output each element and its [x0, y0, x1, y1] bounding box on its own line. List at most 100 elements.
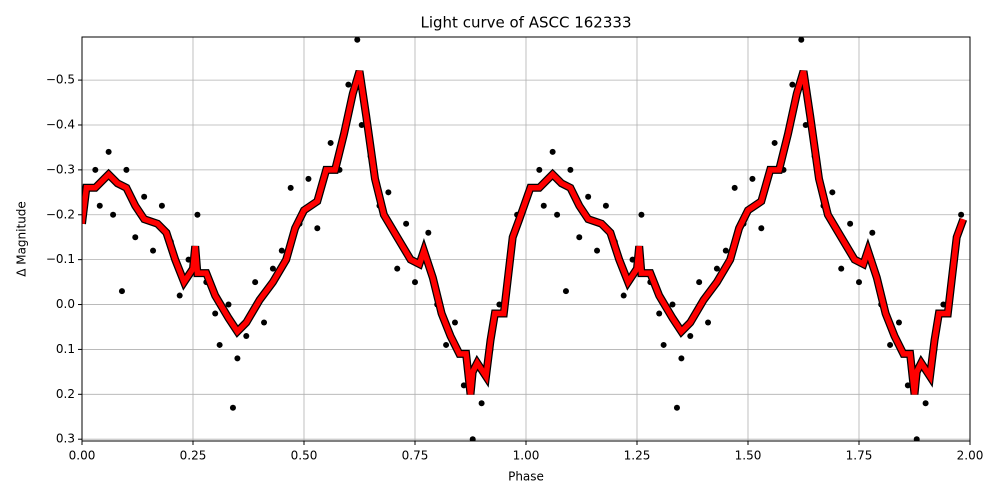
plot-area [82, 37, 968, 441]
scatter-point [758, 225, 765, 232]
scatter-point [749, 175, 756, 182]
scatter-point [345, 81, 352, 88]
y-tick-label: −0.4 [46, 117, 75, 131]
y-tick-label: −0.2 [46, 207, 75, 221]
scatter-point [895, 319, 902, 326]
scatter-point [638, 211, 645, 218]
x-tick-label: 1.50 [735, 449, 762, 463]
y-tick-label: −0.3 [46, 162, 75, 176]
scatter-point [536, 166, 543, 173]
scatter-point [132, 234, 139, 241]
scatter-point [722, 247, 729, 254]
scatter-point [540, 202, 547, 209]
x-tick-label: 1.25 [624, 449, 651, 463]
x-tick-label: 0.00 [69, 449, 96, 463]
y-tick-label: −0.5 [46, 73, 75, 87]
y-axis-label: Δ Magnitude [15, 201, 29, 277]
scatter-point [567, 166, 574, 173]
scatter-point [305, 175, 312, 182]
scatter-point [913, 436, 920, 441]
scatter-point [602, 202, 609, 209]
scatter-point [562, 288, 569, 295]
y-tick-label: 0.3 [56, 432, 75, 446]
scatter-point [194, 211, 201, 218]
scatter-point [696, 279, 703, 286]
scatter-point [287, 184, 294, 191]
scatter-point [856, 279, 862, 286]
scatter-point [594, 247, 601, 254]
scatter-point [660, 341, 667, 348]
scatter-point [838, 265, 845, 272]
scatter-point [687, 332, 694, 339]
scatter-point [278, 247, 285, 254]
scatter-point [425, 229, 432, 236]
scatter-point [158, 202, 165, 209]
scatter-point [451, 319, 458, 326]
scatter-point [798, 37, 805, 43]
scatter-point [243, 332, 250, 339]
scatter-point [229, 404, 236, 411]
scatter-point [869, 229, 876, 236]
scatter-point [887, 341, 894, 348]
scatter-point [96, 202, 103, 209]
x-tick-label: 2.00 [957, 449, 984, 463]
y-tick-label: −0.1 [46, 252, 75, 266]
scatter-point [269, 265, 276, 272]
scatter-point [176, 292, 183, 299]
scatter-point [110, 211, 117, 218]
scatter-point [656, 310, 663, 317]
scatter-point [105, 148, 112, 155]
scatter-point [327, 139, 334, 146]
scatter-point [443, 341, 450, 348]
scatter-point [713, 265, 720, 272]
x-tick-label: 0.75 [402, 449, 429, 463]
x-tick-label: 0.25 [180, 449, 207, 463]
ticks: 0.00 0.25 0.50 0.75 1.00 1.25 1.50 1.75 2.00 −0.5… [46, 73, 984, 463]
scatter-point [576, 234, 583, 241]
scatter-point [150, 247, 157, 254]
chart-title: Light curve of ASCC 162333 [421, 14, 632, 32]
scatter-point [92, 166, 99, 173]
scatter-point [829, 189, 836, 196]
scatter-point [385, 189, 392, 196]
scatter-point [705, 319, 712, 326]
x-tick-label: 1.00 [513, 449, 540, 463]
scatter-point [216, 341, 223, 348]
scatter-point [731, 184, 738, 191]
scatter-point [554, 211, 561, 218]
scatter-point [412, 279, 418, 286]
scatter-point [314, 225, 321, 232]
y-tick-label: 0.1 [56, 342, 75, 356]
scatter-point [469, 436, 476, 441]
scatter-point [123, 166, 130, 173]
scatter-point [354, 37, 361, 43]
scatter-point [678, 355, 685, 362]
x-axis-label: Phase [508, 470, 544, 484]
line [82, 70, 966, 395]
scatter-point [118, 288, 125, 295]
scatter-point [958, 211, 965, 218]
scatter-point [403, 220, 410, 227]
scatter-point [771, 139, 778, 146]
scatter-point [212, 310, 219, 317]
scatter-point [585, 193, 592, 200]
scatter-point [847, 220, 854, 227]
scatter-point [394, 265, 401, 272]
scatter-point [789, 81, 796, 88]
scatter-point [234, 355, 241, 362]
y-tick-label: 0.0 [56, 297, 75, 311]
scatter-point [673, 404, 680, 411]
scatter-point [669, 301, 676, 308]
scatter-point [252, 279, 259, 286]
scatter-point [225, 301, 232, 308]
y-tick-label: 0.2 [56, 387, 75, 401]
scatter-point [922, 400, 929, 407]
scatter-point [141, 193, 148, 200]
scatter-point [261, 319, 268, 326]
x-tick-label: 0.50 [291, 449, 318, 463]
scatter-point [478, 400, 485, 407]
x-tick-label: 1.75 [846, 449, 873, 463]
scatter-point [549, 148, 556, 155]
